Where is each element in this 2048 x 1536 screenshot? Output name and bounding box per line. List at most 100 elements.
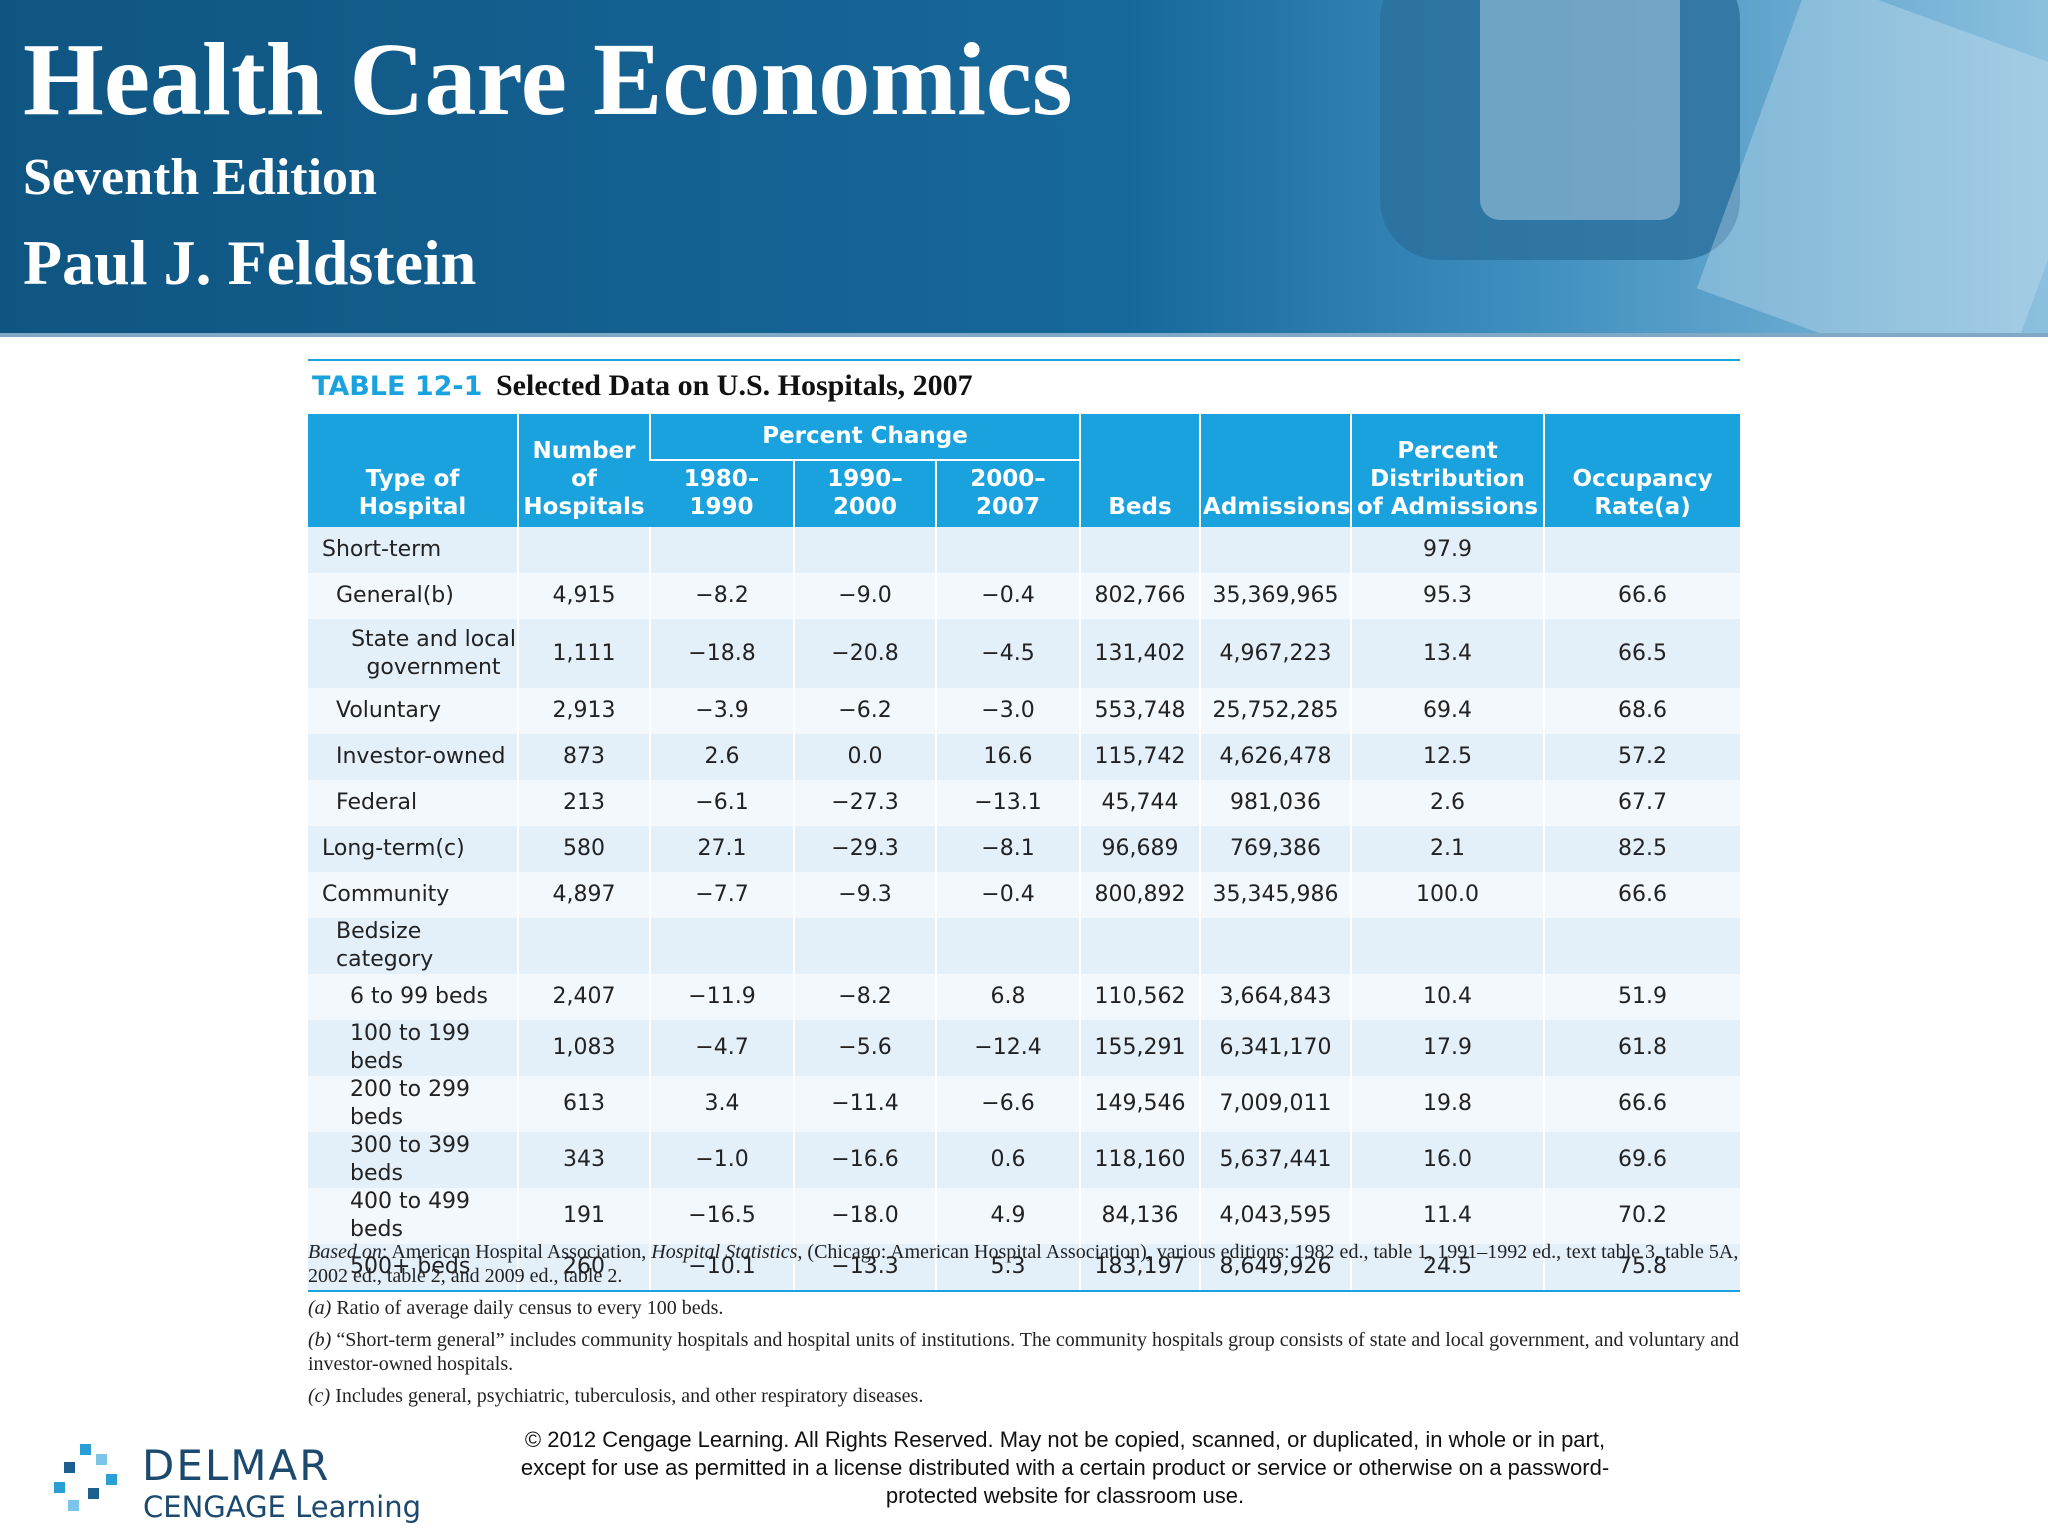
table-cell: 0.6: [934, 1132, 1081, 1188]
table-cell: 95.3: [1350, 573, 1545, 619]
table-cell: 4,043,595: [1199, 1188, 1352, 1244]
table-row: Voluntary 2,913 −3.9 −6.2 −3.0 553,748 25,752,…: [308, 688, 1741, 734]
footnote: (b) “Short-term general” includes commun…: [308, 1328, 1740, 1376]
table-cell: [1079, 527, 1201, 573]
table-cell: 35,345,986: [1199, 872, 1352, 918]
row-label: Bedsize category: [308, 918, 518, 974]
table-cell: 1,111: [517, 619, 650, 688]
table-cell: 2,913: [517, 688, 650, 734]
column-header: Percent Distribution of Admissions: [1350, 414, 1545, 527]
logo-mark: [54, 1444, 117, 1511]
table-cell: 769,386: [1199, 826, 1352, 872]
table-cell: 0.0: [793, 734, 936, 780]
row-label: Voluntary: [308, 688, 518, 734]
row-label: Federal: [308, 780, 518, 826]
table-cell: −7.7: [649, 872, 794, 918]
row-label: Short-term: [308, 527, 518, 573]
table-cell: 149,546: [1079, 1076, 1201, 1132]
row-label: General(b): [308, 573, 518, 619]
table-cell: 260: [517, 1244, 650, 1290]
table-cell: 115,742: [1079, 734, 1201, 780]
table-cell: 96,689: [1079, 826, 1201, 872]
table-row: 300 to 399 beds 343 −1.0 −16.6 0.6 118,160 5,6…: [308, 1132, 1741, 1188]
table-cell: 10.4: [1350, 974, 1545, 1020]
table-cell: −12.4: [934, 1020, 1081, 1076]
table-row: 500+ beds 260 −10.1 −13.3 5.3 183,197 8,649,92…: [308, 1244, 1741, 1290]
row-label: Investor-owned: [308, 734, 518, 780]
table-cell: −11.4: [793, 1076, 936, 1132]
table-cell: 2.1: [1350, 826, 1545, 872]
table-cell: [1079, 918, 1201, 974]
footnote: Based on: American Hospital Association,…: [308, 1240, 1740, 1288]
column-header: Occupancy Rate(a): [1543, 414, 1741, 527]
table-cell: 11.4: [1350, 1188, 1545, 1244]
footnote-text: (b): [308, 1329, 332, 1351]
table-cell: 873: [517, 734, 650, 780]
table-wrap: Type of Hospital Number of Hospitals Per…: [308, 414, 1741, 1292]
table-cell: −27.3: [793, 780, 936, 826]
table-cell: 66.5: [1543, 619, 1741, 688]
table-cell: 802,766: [1079, 573, 1201, 619]
table-cell: 70.2: [1543, 1188, 1741, 1244]
table-cell: [793, 918, 936, 974]
table-cell: 183,197: [1079, 1244, 1201, 1290]
table-cell: 16.0: [1350, 1132, 1545, 1188]
table-cell: [793, 527, 936, 573]
row-label: 500+ beds: [308, 1244, 518, 1290]
table-cell: −29.3: [793, 826, 936, 872]
table-cell: 27.1: [649, 826, 794, 872]
table-cell: −4.7: [649, 1020, 794, 1076]
table-cell: 67.7: [1543, 780, 1741, 826]
column-group-header: Percent Change: [648, 414, 1081, 461]
column-header: Type of Hospital: [308, 414, 518, 527]
table-row: Community 4,897 −7.7 −9.3 −0.4 800,892 35,345,…: [308, 872, 1741, 918]
table-cell: [517, 527, 650, 573]
table-cell: 800,892: [1079, 872, 1201, 918]
table-cell: −0.4: [934, 573, 1081, 619]
column-header: Number of Hospitals: [517, 414, 650, 527]
table-cell: 75.8: [1543, 1244, 1741, 1290]
table-cell: −3.9: [649, 688, 794, 734]
footnote-text: , (Chicago: American Hospital Associatio…: [308, 1241, 1739, 1287]
brand-sub: CENGAGE Learning: [143, 1490, 421, 1524]
table-row: 200 to 299 beds 613 3.4 −11.4 −6.6 149,546 7,0…: [308, 1076, 1741, 1132]
table-cell: 13.4: [1350, 619, 1545, 688]
table-cell: [649, 918, 794, 974]
table-row: 6 to 99 beds 2,407 −11.9 −8.2 6.8 110,562 3,66…: [308, 974, 1741, 1020]
table-cell: −8.1: [934, 826, 1081, 872]
table-cell: −20.8: [793, 619, 936, 688]
table-cell: [1199, 918, 1352, 974]
table-cell: 6,341,170: [1199, 1020, 1352, 1076]
table-cell: 2,407: [517, 974, 650, 1020]
table-cell: 4,967,223: [1199, 619, 1352, 688]
row-label: 400 to 499 beds: [308, 1188, 518, 1244]
book-title: Health Care Economics: [23, 22, 1073, 137]
table-cell: 553,748: [1079, 688, 1201, 734]
table-cell: 1,083: [517, 1020, 650, 1076]
table-cell: 69.6: [1543, 1132, 1741, 1188]
table-cell: 3.4: [649, 1076, 794, 1132]
table-cell: [1543, 918, 1741, 974]
table-cell: 66.6: [1543, 1076, 1741, 1132]
table-cell: 7,009,011: [1199, 1076, 1352, 1132]
table-cell: 35,369,965: [1199, 573, 1352, 619]
table-row: 400 to 499 beds 191 −16.5 −18.0 4.9 84,136 4,0…: [308, 1188, 1741, 1244]
table-row: Federal 213 −6.1 −27.3 −13.1 45,744 981,036 2.6…: [308, 780, 1741, 826]
table-cell: −6.1: [649, 780, 794, 826]
table-cell: −1.0: [649, 1132, 794, 1188]
table-cell: 66.6: [1543, 872, 1741, 918]
column-header: Admissions: [1199, 414, 1352, 527]
table-cell: 66.6: [1543, 573, 1741, 619]
row-label: 300 to 399 beds: [308, 1132, 518, 1188]
row-label: Community: [308, 872, 518, 918]
table-cell: 57.2: [1543, 734, 1741, 780]
table-cell: [1350, 918, 1545, 974]
table-row: Long-term(c) 580 27.1 −29.3 −8.1 96,689 769,38…: [308, 826, 1741, 872]
table-cell: 69.4: [1350, 688, 1545, 734]
row-label: 200 to 299 beds: [308, 1076, 518, 1132]
table-cell: −9.0: [793, 573, 936, 619]
table-cell: [934, 527, 1081, 573]
table-row: General(b) 4,915 −8.2 −9.0 −0.4 802,766 35,369…: [308, 573, 1741, 619]
footnote-text: Based on: [308, 1241, 382, 1263]
table-cell: [649, 527, 794, 573]
